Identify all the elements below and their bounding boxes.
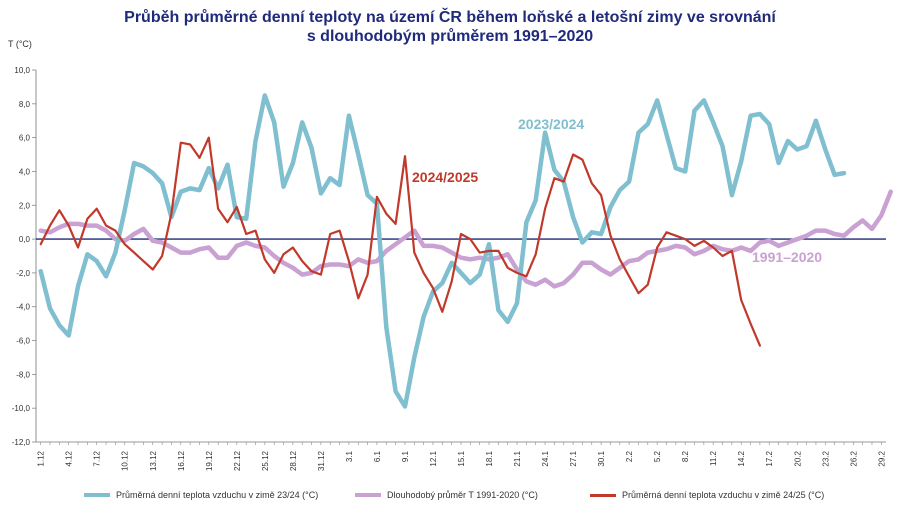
- x-tick-label: 20.2: [793, 450, 802, 466]
- x-tick-label: 11.2: [709, 450, 718, 466]
- legend-swatch-2024-2025: [590, 493, 616, 497]
- x-tick-label: 31.12: [317, 450, 326, 471]
- legend-item-2024-2025: Průměrná denní teplota vzduchu v zimě 24…: [590, 490, 824, 500]
- x-tick-label: 2.2: [625, 450, 634, 462]
- x-tick-label: 21.1: [513, 450, 522, 466]
- y-tick-label: -8,0: [16, 370, 30, 379]
- x-tick-label: 30.1: [597, 450, 606, 466]
- chart-title-line-2: s dlouhodobým průměrem 1991–2020: [306, 28, 594, 45]
- legend-swatch-1991-2020: [355, 493, 381, 497]
- legend-label-1991-2020: Dlouhodobý průměr T 1991-2020 (°C): [387, 490, 538, 500]
- legend-item-1991-2020: Dlouhodobý průměr T 1991-2020 (°C): [355, 490, 538, 500]
- y-tick-label: -12,0: [12, 438, 31, 447]
- legend-label-2024-2025: Průměrná denní teplota vzduchu v zimě 24…: [622, 490, 825, 500]
- y-tick-label: 8,0: [19, 100, 31, 109]
- x-tick-label: 6.1: [373, 450, 382, 462]
- x-tick-label: 4.12: [65, 450, 74, 466]
- y-tick-label: -2,0: [16, 269, 30, 278]
- x-tick-label: 18.1: [485, 450, 494, 466]
- x-tick-label: 10.12: [121, 450, 130, 471]
- x-tick-label: 25.12: [261, 450, 270, 471]
- series-label-1991-2020: 1991–2020: [752, 249, 822, 265]
- x-tick-label: 8.2: [681, 450, 690, 462]
- y-tick-label: 2,0: [19, 201, 31, 210]
- series-line-2024-2025: [39, 136, 761, 347]
- x-tick-label: 28.12: [289, 450, 298, 471]
- x-tick-label: 29.2: [877, 450, 886, 466]
- x-tick-label: 1.12: [37, 450, 46, 466]
- y-tick-label: 10,0: [14, 66, 30, 75]
- x-tick-label: 19.12: [205, 450, 214, 471]
- x-tick-label: 27.1: [569, 450, 578, 466]
- x-tick-label: 26.2: [849, 450, 858, 466]
- x-tick-label: 22.12: [233, 450, 242, 471]
- legend: Průměrná denní teplota vzduchu v zimě 23…: [0, 490, 900, 510]
- x-tick-label: 13.12: [149, 450, 158, 471]
- x-tick-label: 15.1: [457, 450, 466, 466]
- y-tick-label: -6,0: [16, 337, 30, 346]
- x-tick-label: 12.1: [429, 450, 438, 466]
- y-axis-label: T (°C): [8, 39, 32, 49]
- x-tick-label: 16.12: [177, 450, 186, 471]
- chart-title-line-1: Průběh průměrné denní teploty na území Č…: [124, 9, 776, 26]
- series-label-2024-2025: 2024/2025: [412, 169, 478, 185]
- y-tick-label: -10,0: [12, 404, 31, 413]
- legend-swatch-2023-2024: [84, 493, 110, 497]
- series-line-1991-2020: [38, 189, 893, 289]
- x-tick-label: 23.2: [821, 450, 830, 466]
- y-tick-label: 4,0: [19, 167, 31, 176]
- y-tick-label: 6,0: [19, 134, 31, 143]
- x-tick-label: 3.1: [345, 450, 354, 462]
- x-tick-label: 9.1: [401, 450, 410, 462]
- x-tick-label: 14.2: [737, 450, 746, 466]
- x-tick-label: 17.2: [765, 450, 774, 466]
- x-tick-label: 7.12: [93, 450, 102, 466]
- legend-item-2023-2024: Průměrná denní teplota vzduchu v zimě 23…: [84, 490, 318, 500]
- series-line-2023-2024: [38, 93, 847, 409]
- x-tick-label: 24.1: [541, 450, 550, 466]
- legend-label-2023-2024: Průměrná denní teplota vzduchu v zimě 23…: [116, 490, 319, 500]
- x-tick-label: 5.2: [653, 450, 662, 462]
- series-label-2023-2024: 2023/2024: [518, 116, 584, 132]
- chart-title: Průběh průměrné denní teploty na území Č…: [0, 8, 900, 46]
- y-tick-label: -4,0: [16, 303, 30, 312]
- y-tick-label: 0,0: [19, 235, 31, 244]
